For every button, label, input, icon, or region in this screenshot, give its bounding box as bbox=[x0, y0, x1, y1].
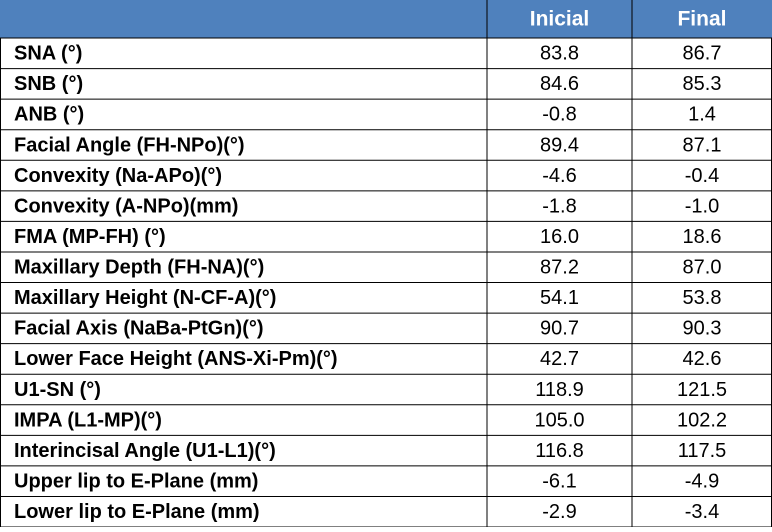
row-label: Upper lip to E-Plane (mm) bbox=[14, 470, 258, 492]
cell-value: 90.7 bbox=[540, 318, 579, 340]
cell-value: -2.9 bbox=[542, 501, 576, 523]
cell-value: -6.1 bbox=[542, 470, 576, 492]
cell-value: 89.4 bbox=[540, 134, 579, 156]
cell-value: 84.6 bbox=[540, 73, 579, 95]
row-label: FMA (MP-FH) (°) bbox=[14, 226, 166, 248]
cell-value: 121.5 bbox=[677, 379, 727, 401]
row-label: Maxillary Depth (FH-NA)(°) bbox=[14, 257, 264, 279]
cell-value: -1.0 bbox=[685, 195, 719, 217]
row-label: Lower Face Height (ANS-Xi-Pm)(°) bbox=[14, 348, 338, 370]
cell-value: 87.2 bbox=[540, 257, 579, 279]
row-label: U1-SN (°) bbox=[14, 379, 101, 401]
row-label: SNA (°) bbox=[14, 43, 82, 65]
cell-value: 83.8 bbox=[540, 43, 579, 65]
column-header: Final bbox=[677, 8, 726, 31]
cell-value: 116.8 bbox=[535, 440, 584, 462]
cell-value: -4.9 bbox=[685, 470, 719, 492]
cell-value: 87.0 bbox=[683, 257, 722, 279]
cell-value: 53.8 bbox=[683, 287, 722, 309]
cell-value: 118.9 bbox=[535, 379, 584, 401]
cell-value: 42.6 bbox=[683, 348, 722, 370]
cell-value: 117.5 bbox=[678, 440, 727, 462]
cell-value: -0.8 bbox=[542, 104, 576, 126]
row-label: Convexity (A-NPo)(mm) bbox=[14, 195, 238, 217]
cell-value: 85.3 bbox=[683, 73, 722, 95]
cell-value: 18.6 bbox=[683, 226, 722, 248]
cell-value: 86.7 bbox=[683, 43, 722, 65]
cell-value: -0.4 bbox=[685, 165, 719, 187]
cell-value: 42.7 bbox=[540, 348, 579, 370]
header-background bbox=[0, 0, 772, 38]
row-label: Maxillary Height (N-CF-A)(°) bbox=[14, 287, 276, 309]
cell-value: 105.0 bbox=[534, 409, 584, 431]
cell-value: -1.8 bbox=[542, 195, 576, 217]
column-header: Inicial bbox=[530, 8, 590, 31]
row-label: Facial Angle (FH-NPo)(°) bbox=[14, 134, 245, 156]
cell-value: -3.4 bbox=[685, 501, 719, 523]
cell-value: 1.4 bbox=[688, 104, 716, 126]
cell-value: 102.2 bbox=[677, 409, 727, 431]
row-label: SNB (°) bbox=[14, 73, 83, 95]
row-label: Convexity (Na-APo)(°) bbox=[14, 165, 222, 187]
row-label: Lower lip to E-Plane (mm) bbox=[14, 501, 260, 523]
cell-value: 90.3 bbox=[683, 318, 722, 340]
row-label: IMPA (L1-MP)(°) bbox=[14, 409, 162, 431]
row-label: ANB (°) bbox=[14, 104, 84, 126]
cell-value: 87.1 bbox=[683, 134, 722, 156]
row-label: Interincisal Angle (U1-L1)(°) bbox=[14, 440, 276, 462]
row-label: Facial Axis (NaBa-PtGn)(°) bbox=[14, 318, 264, 340]
cell-value: 16.0 bbox=[540, 226, 579, 248]
cell-value: 54.1 bbox=[540, 287, 579, 309]
cell-value: -4.6 bbox=[542, 165, 576, 187]
